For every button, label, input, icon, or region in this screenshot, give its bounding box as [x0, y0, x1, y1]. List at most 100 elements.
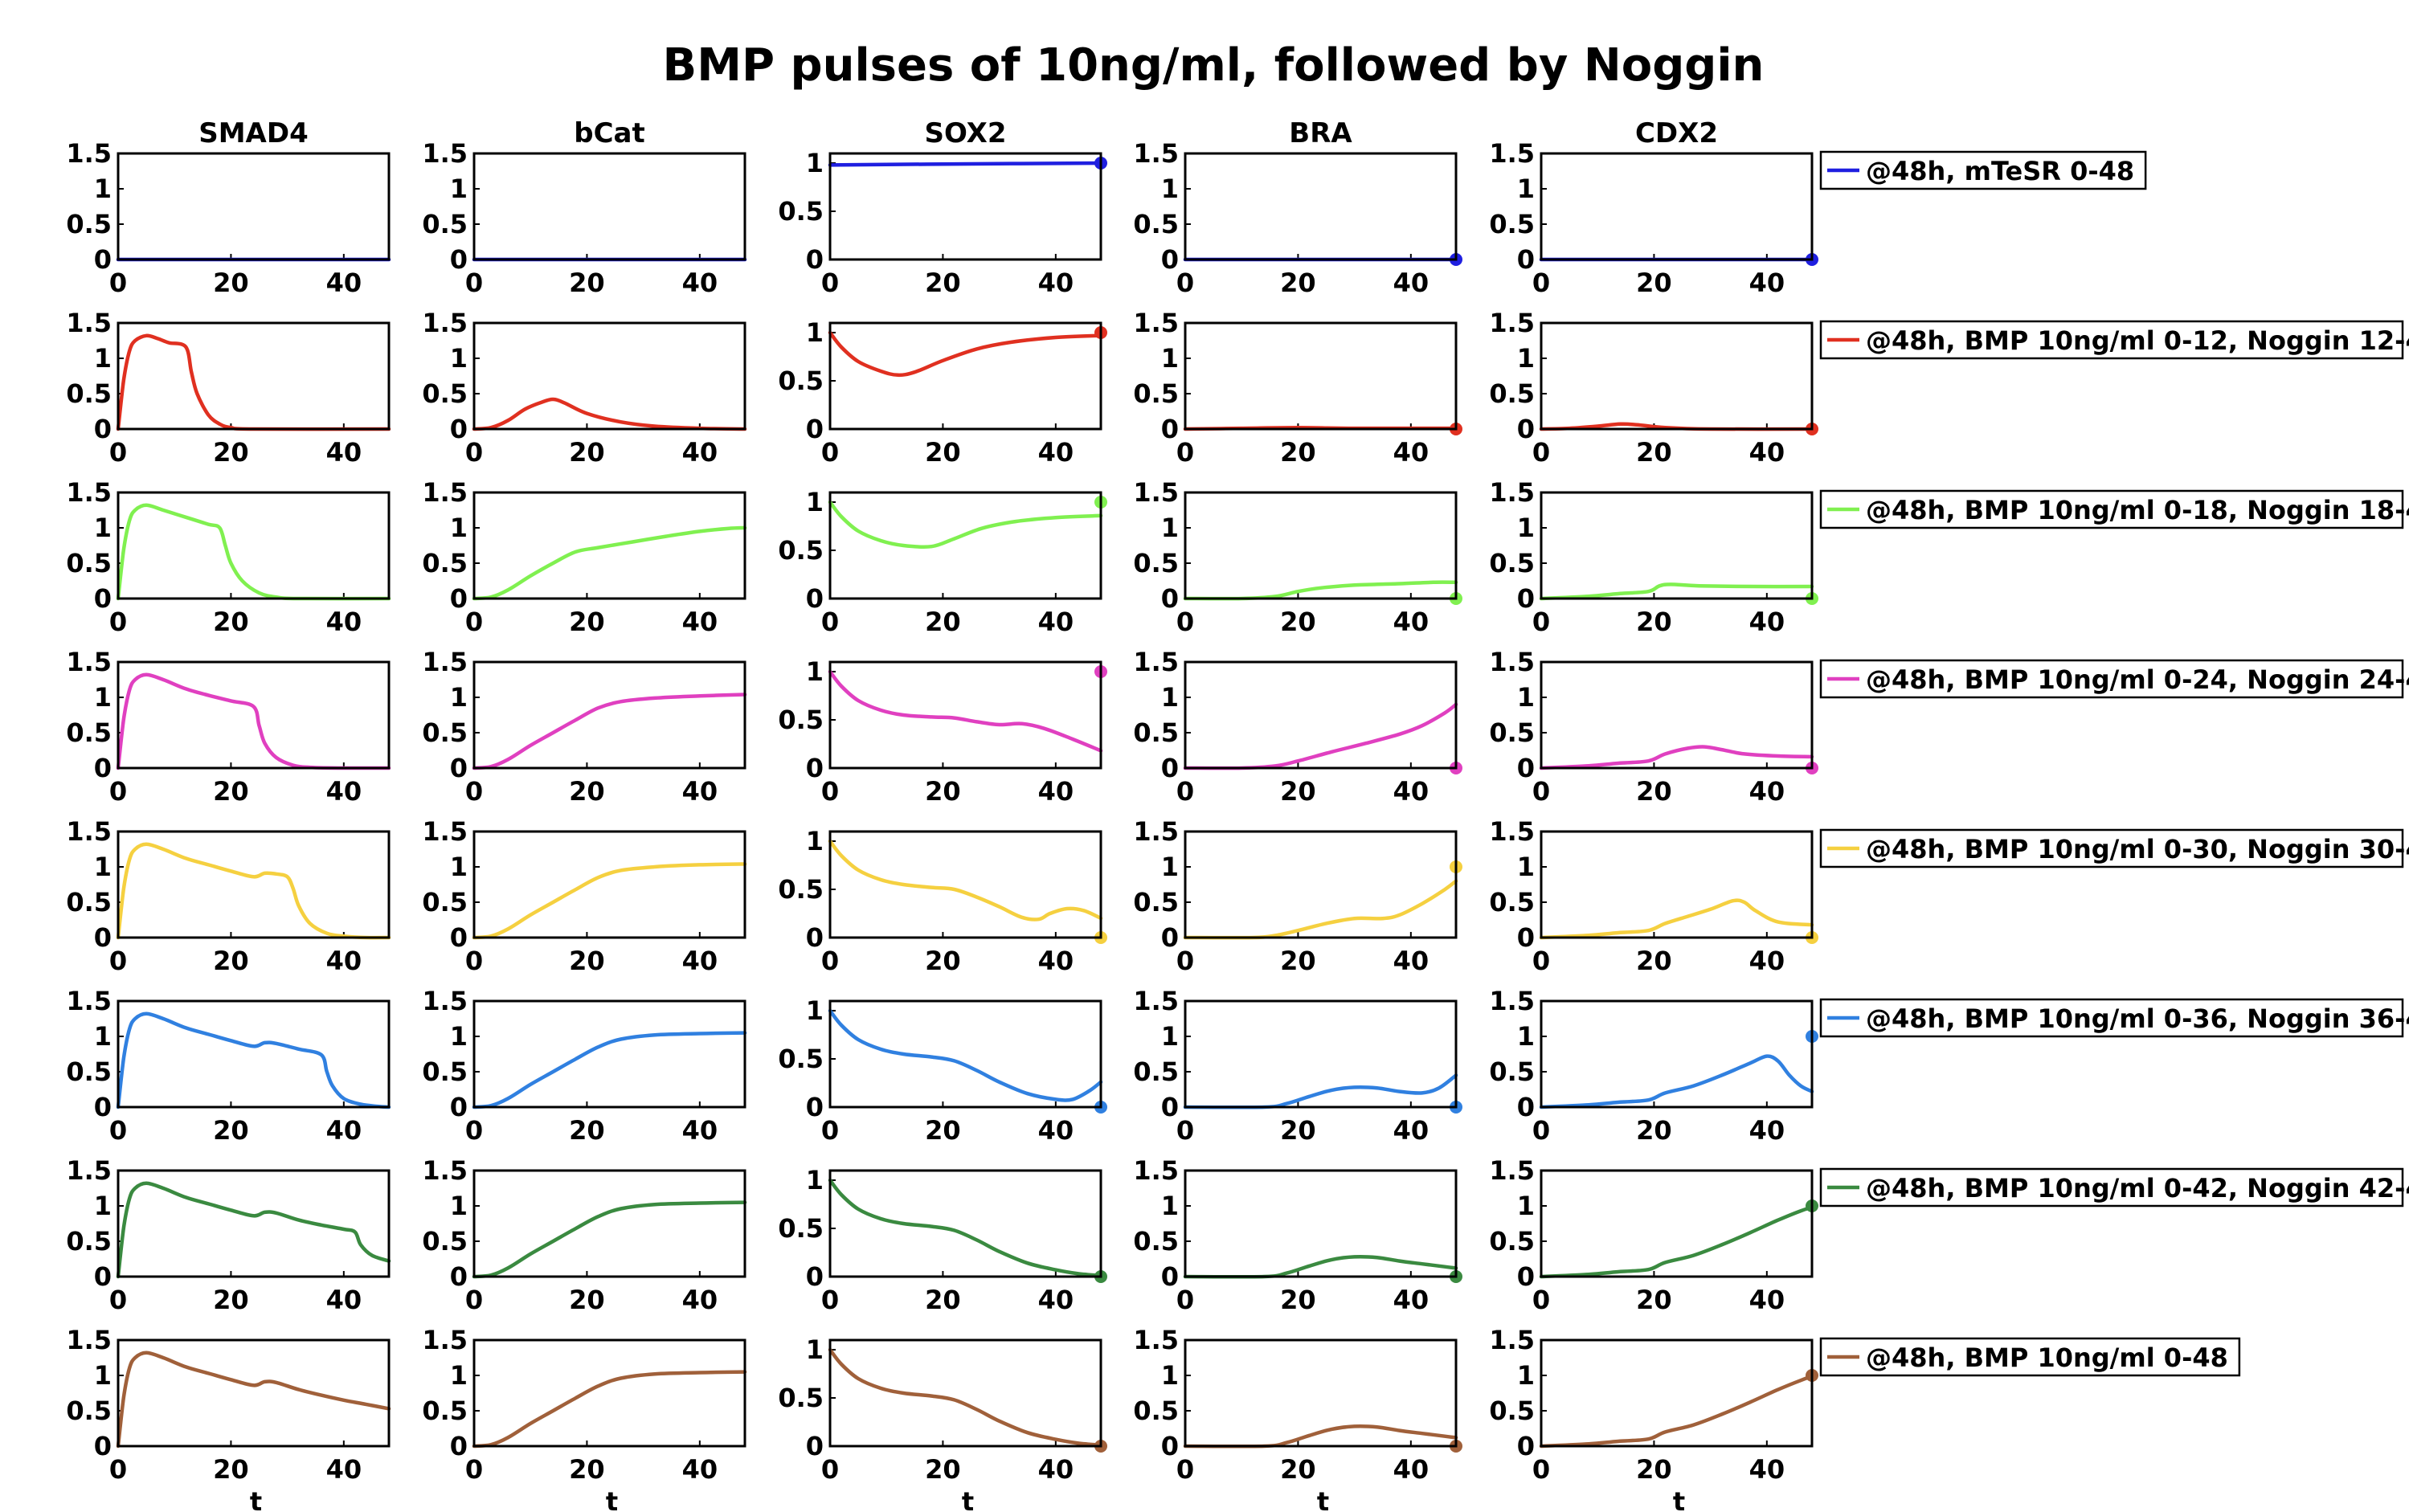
subplot-sox2: 0 0.5 1 0 20 40: [778, 1334, 1107, 1485]
subplot-bra: 0 0.5 1 1.5 0 20 40: [1133, 1325, 1462, 1485]
series-line-smad4-row-4: [116, 672, 391, 770]
y-tick-label: 1.5: [1133, 138, 1179, 169]
subplot-sox2: 0 0.5 1 0 20 40: [778, 487, 1107, 637]
y-tick-label: 1.5: [66, 138, 112, 169]
y-tick-label: 1: [806, 826, 824, 856]
subplot-smad4: 0 0.5 1 1.5 0 20 40: [66, 1155, 391, 1315]
x-tick-label: 40: [682, 1285, 718, 1315]
x-tick-label: 20: [925, 1285, 961, 1315]
x-tick-label: 0: [821, 1285, 839, 1315]
y-tick-label: 0: [806, 753, 824, 783]
y-tick-label: 1: [1161, 1021, 1179, 1052]
subplot-cdx2: 0 0.5 1 1.5 0 20 40: [1489, 138, 1818, 298]
axes-frame: [472, 1169, 746, 1278]
y-tick-label: 0.5: [1489, 1226, 1535, 1257]
subplot-bcat: 0 0.5 1 1.5 0 20 40: [422, 986, 747, 1146]
x-tick-label: 20: [569, 1115, 605, 1146]
subplot-smad4: 0 0.5 1 1.5 0 20 40: [66, 477, 391, 637]
legend-row-6: @48h, BMP 10ng/ml 0-36, Noggin 36-48: [1819, 998, 2409, 1038]
series-line-sox2-row-3: [828, 500, 1103, 550]
y-tick-label: 1: [806, 317, 824, 348]
y-tick-label: 0.5: [422, 887, 468, 917]
x-tick-label: 40: [1749, 268, 1785, 298]
axes-frame: [1184, 1338, 1458, 1448]
y-tick-label: 0.5: [1489, 1056, 1535, 1087]
axes-frame: [117, 321, 391, 431]
y-tick-label: 1.5: [422, 308, 468, 338]
x-tick-label: 40: [1393, 1285, 1429, 1315]
y-tick-label: 0: [94, 414, 112, 444]
y-tick-label: 1.5: [1133, 647, 1179, 677]
x-tick-label: 20: [925, 437, 961, 468]
x-tick-label: 40: [1038, 607, 1074, 637]
subplot-row-1: 0 0.5 1 1.5 0 20 40 0 0.5 1 1.5 0 20 40 0 0.5 1 0 20 40 0 0.5…: [66, 138, 2147, 298]
axes-frame: [828, 152, 1102, 261]
y-tick-label: 0.5: [66, 378, 112, 409]
y-tick-label: 0.5: [66, 1226, 112, 1257]
y-tick-label: 0: [94, 583, 112, 614]
subplot-bcat: 0 0.5 1 1.5 0 20 40: [422, 308, 747, 468]
x-tick-label: 20: [1280, 437, 1316, 468]
y-tick-label: 1: [806, 1334, 824, 1365]
y-tick-label: 0: [94, 244, 112, 275]
y-tick-label: 1: [1161, 1191, 1179, 1221]
subplot-sox2: 0 0.5 1 0 20 40: [778, 148, 1107, 298]
subplot-bra: 0 0.5 1 1.5 0 20 40: [1133, 1155, 1462, 1315]
x-tick-label: 20: [925, 776, 961, 807]
y-tick-label: 0.5: [1133, 1056, 1179, 1087]
series-line-bra-row-6: [1183, 1073, 1458, 1109]
subplot-sox2: 0 0.5 1 0 20 40: [778, 995, 1107, 1146]
legend-row-5: @48h, BMP 10ng/ml 0-30, Noggin 30-48: [1819, 828, 2409, 868]
series-line-cdx2-row-4: [1539, 745, 1814, 770]
x-tick-label: 40: [1393, 437, 1429, 468]
axes-frame: [117, 660, 391, 770]
legend-label: @48h, BMP 10ng/ml 0-42, Noggin 42-48: [1866, 1173, 2409, 1203]
axes-frame: [828, 321, 1102, 431]
x-tick-label: 40: [1038, 437, 1074, 468]
series-line-bra-row-5: [1183, 879, 1458, 940]
axes-frame: [1184, 830, 1458, 939]
y-tick-label: 1.5: [66, 1155, 112, 1186]
subplot-bcat: 0 0.5 1 1.5 0 20 40: [422, 647, 747, 807]
y-tick-label: 1.5: [422, 647, 468, 677]
y-tick-label: 1: [450, 343, 468, 374]
y-tick-label: 0: [1161, 753, 1179, 783]
x-tick-label: 20: [569, 946, 605, 976]
y-tick-label: 1.5: [1489, 647, 1535, 677]
x-tick-label: 20: [925, 607, 961, 637]
y-tick-label: 0.5: [778, 196, 824, 227]
y-tick-label: 1.5: [1489, 308, 1535, 338]
x-tick-label: 20: [1636, 1454, 1672, 1485]
x-tick-label: 20: [569, 1285, 605, 1315]
y-tick-label: 1: [450, 852, 468, 882]
y-tick-label: 1.5: [1489, 986, 1535, 1016]
subplot-row-2: 0 0.5 1 1.5 0 20 40 0 0.5 1 1.5 0 20 40 0 0.5 1 0 20 40 0 0.5…: [66, 308, 2409, 468]
x-tick-label: 40: [1038, 776, 1074, 807]
x-tick-label: 20: [213, 946, 249, 976]
x-tick-label: 20: [213, 1454, 249, 1485]
series-line-cdx2-row-7: [1539, 1205, 1814, 1279]
x-tick-label: 20: [1280, 776, 1316, 807]
axes-frame: [828, 830, 1102, 939]
x-tick-label: 0: [109, 268, 127, 298]
y-tick-label: 0: [1517, 244, 1535, 275]
subplot-row-3: 0 0.5 1 1.5 0 20 40 0 0.5 1 1.5 0 20 40 0 0.5 1 0 20 40 0 0.5…: [66, 477, 2409, 637]
x-tick-label: 0: [465, 268, 483, 298]
y-tick-label: 0: [450, 1431, 468, 1461]
y-tick-label: 0.5: [1489, 209, 1535, 239]
y-tick-label: 1: [94, 1021, 112, 1052]
y-tick-label: 1: [450, 1360, 468, 1391]
series-line-bra-row-8: [1183, 1424, 1458, 1449]
x-tick-label: 20: [1280, 946, 1316, 976]
x-tick-label: 0: [1532, 268, 1550, 298]
y-tick-label: 1: [450, 513, 468, 543]
legend-row-2: @48h, BMP 10ng/ml 0-12, Noggin 12-48: [1819, 320, 2409, 360]
y-tick-label: 0.5: [1489, 548, 1535, 578]
y-tick-label: 1.5: [1133, 986, 1179, 1016]
x-tick-label: 40: [326, 607, 362, 637]
subplot-bcat: 0 0.5 1 1.5 0 20 40: [422, 816, 747, 976]
y-tick-label: 0.5: [66, 209, 112, 239]
y-tick-label: 1: [450, 1191, 468, 1221]
series-line-sox2-row-2: [828, 330, 1103, 378]
